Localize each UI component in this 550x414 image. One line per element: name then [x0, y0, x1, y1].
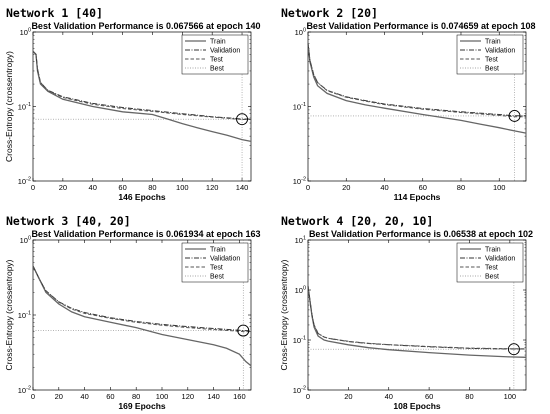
chart-title: Best Validation Performance is 0.06538 a… — [309, 229, 533, 239]
series-train-line — [32, 265, 252, 367]
x-tick-label: 60 — [118, 183, 126, 192]
chart-panel-2: Network 2 [20]Best Validation Performanc… — [281, 6, 536, 202]
x-tick-label: 40 — [380, 183, 388, 192]
x-tick-label: 80 — [457, 183, 465, 192]
x-tick-label: 20 — [55, 392, 63, 401]
chart-panel-1: Network 1 [40]Best Validation Performanc… — [4, 6, 261, 202]
legend-label-best: Best — [485, 274, 499, 281]
legend-label-validation: Validation — [485, 48, 515, 55]
y-tick-label: 10-2 — [18, 177, 31, 187]
legend-label-train: Train — [485, 247, 501, 254]
network-label: Network 3 [40, 20] — [6, 214, 131, 228]
x-tick-label: 60 — [425, 392, 433, 401]
x-tick-label: 80 — [148, 183, 156, 192]
legend-label-best: Best — [210, 66, 224, 73]
y-tick-label: 100 — [20, 28, 31, 38]
network-label: Network 1 [40] — [6, 6, 103, 20]
y-tick-label: 101 — [295, 236, 306, 246]
chart-title: Best Validation Performance is 0.067566 … — [31, 21, 260, 31]
y-tick-label: 100 — [295, 28, 306, 38]
legend-label-test: Test — [210, 265, 223, 272]
y-tick-label: 10-1 — [18, 311, 31, 321]
chart-title: Best Validation Performance is 0.061934 … — [31, 229, 260, 239]
y-axis-label: Cross-Entropy (crossentropy) — [4, 259, 14, 370]
network-label: Network 4 [20, 20, 10] — [281, 214, 433, 228]
series-train-line — [307, 43, 527, 134]
legend: Train Validation Test Best — [456, 34, 524, 75]
x-tick-label: 40 — [80, 392, 88, 401]
x-tick-label: 80 — [132, 392, 140, 401]
legend-label-validation: Validation — [485, 256, 515, 263]
y-tick-label: 100 — [295, 286, 306, 296]
x-tick-label: 100 — [176, 183, 189, 192]
legend-label-train: Train — [210, 39, 226, 46]
series-validation-line — [307, 43, 526, 117]
x-axis-label: 108 Epochs — [393, 401, 441, 411]
y-tick-label: 10-1 — [293, 336, 306, 346]
best-marker — [237, 324, 250, 337]
y-tick-label: 10-2 — [18, 386, 31, 396]
legend-label-test: Test — [210, 57, 223, 64]
x-axis-label: 146 Epochs — [118, 192, 166, 202]
x-tick-label: 0 — [31, 392, 35, 401]
legend-label-train: Train — [485, 39, 501, 46]
x-tick-label: 20 — [59, 183, 67, 192]
chart-title: Best Validation Performance is 0.074659 … — [306, 21, 535, 31]
x-tick-label: 20 — [342, 183, 350, 192]
chart-panel-3: Network 3 [40, 20]Best Validation Perfor… — [4, 214, 261, 411]
x-tick-label: 60 — [106, 392, 114, 401]
x-tick-label: 80 — [465, 392, 473, 401]
x-tick-label: 60 — [419, 183, 427, 192]
y-tick-label: 10-2 — [293, 177, 306, 187]
y-tick-label: 10-1 — [18, 102, 31, 112]
x-tick-label: 140 — [207, 392, 220, 401]
x-tick-label: 140 — [236, 183, 249, 192]
legend: Train Validation Test Best — [181, 242, 249, 283]
y-tick-label: 10-1 — [293, 102, 306, 112]
chart-panel-4: Network 4 [20, 20, 10]Best Validation Pe… — [279, 214, 533, 411]
legend-label-test: Test — [485, 57, 498, 64]
series-test-line — [32, 50, 251, 120]
x-tick-label: 0 — [306, 183, 310, 192]
y-axis-label: Cross-Entropy (crossentropy) — [279, 259, 289, 370]
legend-label-test: Test — [485, 265, 498, 272]
x-tick-label: 100 — [504, 392, 517, 401]
x-tick-label: 120 — [182, 392, 195, 401]
series-test-line — [307, 285, 526, 350]
x-tick-label: 0 — [306, 392, 310, 401]
legend-label-train: Train — [210, 247, 226, 254]
legend-label-best: Best — [210, 274, 224, 281]
legend: Train Validation Test Best — [456, 242, 524, 283]
best-marker — [508, 110, 521, 122]
y-axis-label: Cross-Entropy (crossentropy) — [4, 51, 14, 162]
legend-label-validation: Validation — [210, 48, 240, 55]
x-tick-label: 0 — [31, 183, 35, 192]
x-tick-label: 40 — [89, 183, 97, 192]
y-tick-label: 100 — [20, 236, 31, 246]
x-tick-label: 100 — [156, 392, 169, 401]
series-train-line — [307, 285, 527, 358]
x-tick-label: 40 — [385, 392, 393, 401]
x-axis-label: 114 Epochs — [394, 192, 441, 202]
network-label: Network 2 [20] — [281, 6, 378, 20]
best-marker — [236, 113, 248, 126]
x-axis-label: 169 Epochs — [118, 401, 166, 411]
x-tick-label: 100 — [493, 183, 506, 192]
series-test-line — [307, 43, 526, 118]
legend-label-best: Best — [485, 66, 499, 73]
series-test-line — [32, 265, 251, 333]
best-marker — [507, 343, 520, 356]
legend: Train Validation Test Best — [181, 34, 249, 75]
x-tick-label: 20 — [344, 392, 352, 401]
x-tick-label: 120 — [206, 183, 219, 192]
y-tick-label: 10-2 — [293, 386, 306, 396]
legend-label-validation: Validation — [210, 256, 240, 263]
x-tick-label: 160 — [233, 392, 246, 401]
